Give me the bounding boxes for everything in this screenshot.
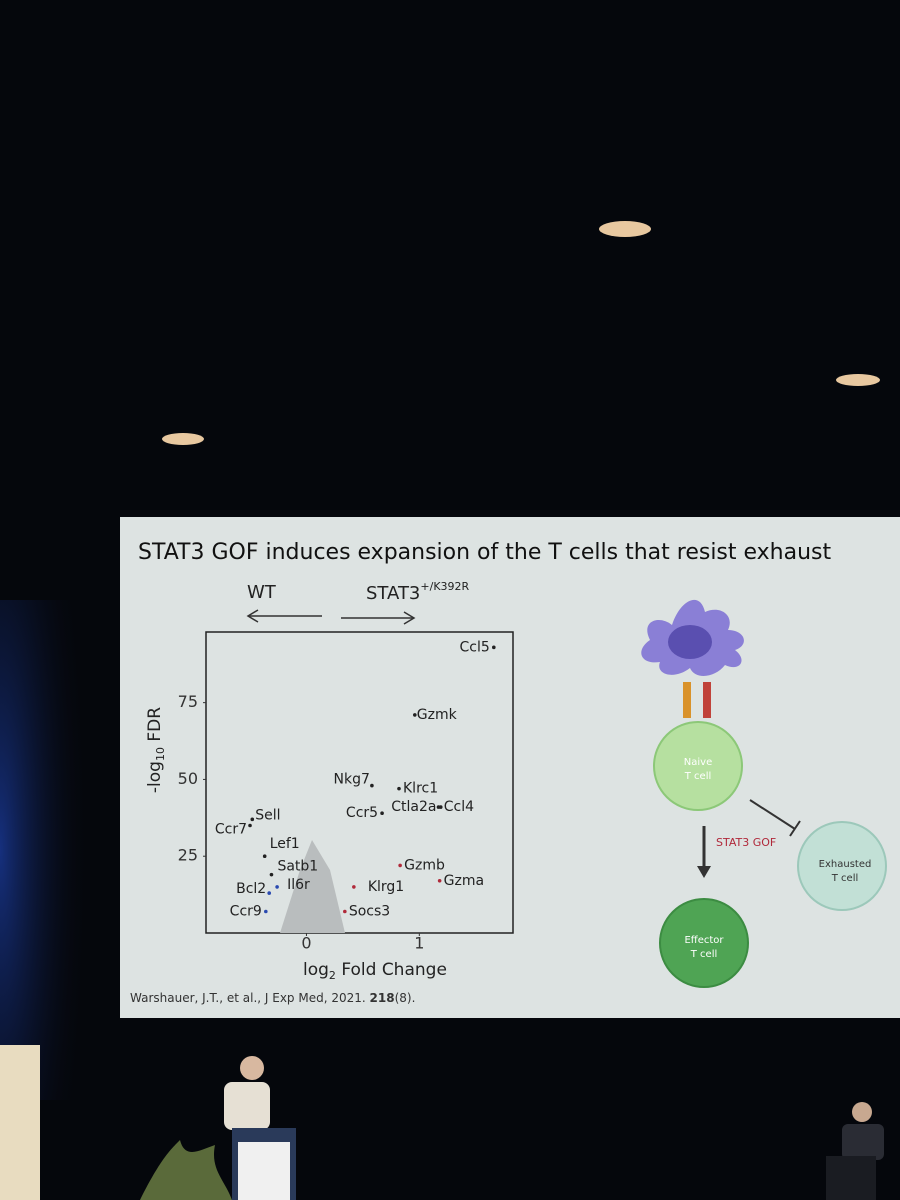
arrow-head <box>697 866 711 878</box>
gene-label: Nkg7 <box>334 772 370 788</box>
gene-label: Ccr5 <box>346 805 378 821</box>
gene-label: Gzma <box>444 873 484 889</box>
receptor <box>683 682 691 718</box>
left-label: WT <box>247 582 277 603</box>
nucleus <box>668 625 712 659</box>
gene-label: Ccr9 <box>230 904 262 920</box>
gene-point <box>413 713 417 717</box>
ceiling-light <box>836 374 880 386</box>
x-label-sub: 2 <box>329 969 336 982</box>
right-label-sup: +/K392R <box>420 580 469 593</box>
gene-label: Ctla2a <box>391 799 436 815</box>
plant <box>140 1140 232 1200</box>
receptor <box>703 682 711 718</box>
gene-point <box>437 878 442 883</box>
effector-label: Effector <box>684 935 724 946</box>
gene-label: Sell <box>255 807 280 823</box>
right-label-base: STAT3 <box>366 583 420 604</box>
y-label-rest: FDR <box>145 707 165 747</box>
gene-label: Il6r <box>287 877 310 893</box>
ceiling-light <box>162 433 204 445</box>
x-tick-label: 0 <box>301 934 311 953</box>
x-label-base: log <box>303 960 329 980</box>
gene-point <box>250 817 255 822</box>
right-label: STAT3+/K392R <box>366 580 470 604</box>
point-cloud <box>280 840 345 933</box>
effector-label: T cell <box>690 949 718 960</box>
gene-label: Satb1 <box>277 859 318 875</box>
gene-label: Ccl5 <box>460 639 490 655</box>
person-head <box>852 1102 872 1122</box>
inhibit-line <box>749 799 796 830</box>
citation: Warshauer, J.T., et al., J Exp Med, 2021… <box>130 991 415 1005</box>
naive-cell <box>653 721 743 811</box>
citation-text: Warshauer, J.T., et al., J Exp Med, 2021… <box>130 991 370 1005</box>
y-tick-label: 25 <box>178 846 198 865</box>
blue-glow <box>0 600 90 1100</box>
naive-label: T cell <box>684 771 712 782</box>
x-label-rest: Fold Change <box>336 960 447 980</box>
gene-point <box>397 786 401 791</box>
arrow-label: STAT3 GOF <box>716 836 776 849</box>
diagram: STAT3 GOF Naive T cell Effector T cell E… <box>641 599 887 988</box>
citation-volume: 218 <box>370 991 395 1005</box>
desk <box>826 1156 876 1200</box>
gene-label: Gzmb <box>404 857 445 873</box>
ceiling-light <box>599 221 651 237</box>
gene-label: Ccr7 <box>215 822 247 838</box>
gene-point <box>492 645 496 650</box>
gene-label: Ccl4 <box>444 799 474 815</box>
y-tick-label: 75 <box>178 692 198 711</box>
y-axis-label: -log10 FDR <box>145 707 167 793</box>
gene-point <box>269 872 274 877</box>
gene-label: Socs3 <box>349 904 390 920</box>
gene-point <box>262 854 267 859</box>
arrow-head <box>403 611 416 625</box>
gene-point <box>264 909 268 914</box>
gene-point <box>275 885 279 889</box>
gene-point <box>248 823 252 828</box>
slide <box>120 517 900 1018</box>
podium-sign <box>238 1142 290 1200</box>
exhausted-cell <box>797 821 887 911</box>
arrow-head <box>246 609 259 623</box>
gene-point <box>438 805 443 809</box>
gene-label: Klrc1 <box>403 781 438 797</box>
gene-label: Lef1 <box>270 836 300 852</box>
banner <box>0 1045 40 1200</box>
gene-point <box>343 909 347 914</box>
gene-label: Klrg1 <box>368 879 404 895</box>
y-label-sub: 10 <box>154 747 167 761</box>
effector-cell <box>659 898 749 988</box>
inhibit-bar <box>789 820 801 837</box>
slide-title: STAT3 GOF induces expansion of the T cel… <box>138 540 832 565</box>
gene-point <box>380 811 384 816</box>
gene-label: Bcl2 <box>236 881 266 897</box>
gene-point <box>398 863 402 868</box>
speaker-head <box>240 1056 264 1080</box>
gene-point <box>370 783 374 788</box>
x-tick-label: 1 <box>414 934 424 953</box>
exhausted-label: T cell <box>831 873 859 884</box>
citation-issue: (8). <box>395 991 416 1005</box>
naive-label: Naive <box>684 757 712 768</box>
speaker-body <box>224 1082 270 1130</box>
person-body <box>842 1124 884 1160</box>
y-tick-label: 50 <box>178 769 198 788</box>
gene-label: Gzmk <box>417 707 458 723</box>
plot-frame <box>205 631 514 934</box>
volcano-plot: WT STAT3+/K392R -log10 FDR log2 Fold Cha… <box>145 580 514 982</box>
exhausted-label: Exhausted <box>819 859 872 870</box>
y-label-base: -log <box>145 761 165 793</box>
gene-point <box>267 891 272 895</box>
x-axis-label: log2 Fold Change <box>303 960 447 982</box>
gene-point <box>352 885 356 889</box>
